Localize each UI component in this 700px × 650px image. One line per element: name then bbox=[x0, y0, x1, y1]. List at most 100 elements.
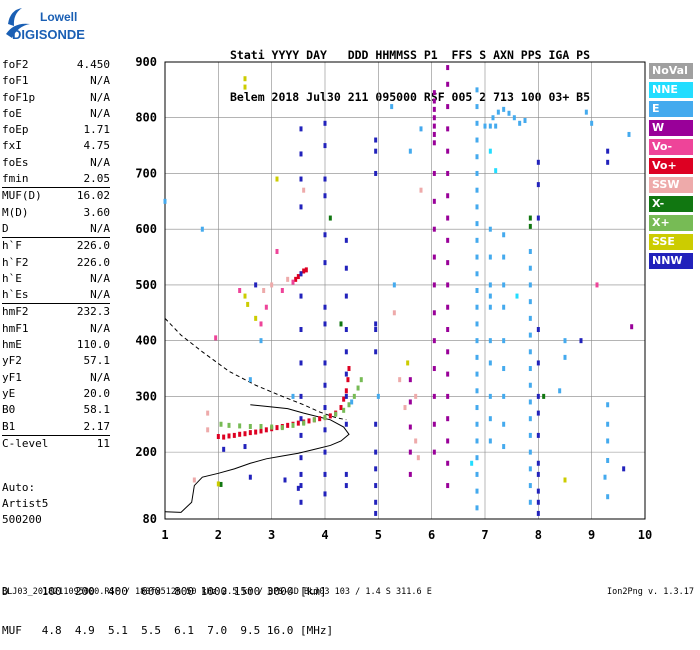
echo-e bbox=[488, 254, 492, 260]
ionogram-chart: 1 2 3 4 5 6 7 8 9 10 80 200 300 400 500 600 700 800 900 bbox=[135, 55, 652, 542]
echo-w bbox=[446, 215, 450, 221]
muf-frequency-row: MUF 4.8 4.9 5.1 5.5 6.1 7.0 9.5 16.0 [MH… bbox=[2, 624, 334, 637]
echo-nnw bbox=[299, 126, 303, 132]
echo-ssw bbox=[206, 410, 210, 416]
echo-e bbox=[390, 104, 394, 110]
echo-e bbox=[475, 271, 479, 277]
echo-nnw bbox=[323, 260, 327, 266]
param-row-foe: foE N/A bbox=[2, 106, 110, 122]
legend-item-x-: X- bbox=[649, 196, 693, 212]
param-value: N/A bbox=[90, 288, 110, 302]
echo-w bbox=[446, 393, 450, 399]
param-key: hmE bbox=[2, 338, 22, 352]
echo-vo- bbox=[214, 335, 218, 341]
echo-nnw bbox=[299, 483, 303, 489]
echo-nnw bbox=[323, 176, 327, 182]
echo-w bbox=[446, 193, 450, 199]
echo-e bbox=[502, 393, 506, 399]
echo-nnw bbox=[536, 215, 540, 221]
echo-e bbox=[502, 106, 506, 112]
auto-label: Auto: bbox=[2, 481, 36, 494]
echo-e bbox=[528, 382, 532, 388]
param-row-hmf1: hmF1 N/A bbox=[2, 321, 110, 337]
param-row-ye: yE 20.0 bbox=[2, 386, 110, 402]
param-value: N/A bbox=[90, 321, 110, 335]
param-row-c-level: C-level 11 bbox=[2, 436, 110, 452]
param-key: fmin bbox=[2, 172, 29, 186]
param-value: N/A bbox=[90, 221, 110, 235]
echo-vo- bbox=[280, 288, 284, 293]
param-row-yf1: yF1 N/A bbox=[2, 370, 110, 386]
echo-x- bbox=[302, 420, 306, 426]
x-tick-label: 6 bbox=[428, 528, 435, 542]
echo-x- bbox=[238, 423, 242, 429]
echo-nnw bbox=[374, 148, 378, 154]
echo-nnw bbox=[323, 427, 327, 433]
echo-sse bbox=[254, 315, 258, 321]
echo-e bbox=[502, 444, 506, 450]
echo-w bbox=[446, 304, 450, 310]
echo-nnw bbox=[296, 485, 300, 491]
param-separator bbox=[2, 237, 110, 239]
param-key: C-level bbox=[2, 436, 49, 450]
echo-e bbox=[483, 123, 487, 129]
echo-w bbox=[432, 123, 436, 129]
header-row-labels: Stati YYYY DAY DDD HHMMSS P1 FFS S AXN P… bbox=[230, 48, 591, 62]
echo-x- bbox=[219, 481, 223, 487]
echo-nnw bbox=[374, 321, 378, 327]
echo-w bbox=[630, 324, 634, 330]
echo-e bbox=[528, 483, 532, 489]
x-tick-label: 7 bbox=[481, 528, 488, 542]
param-row-d: D N/A bbox=[2, 221, 110, 237]
echo-w bbox=[446, 416, 450, 422]
echo-vo- bbox=[275, 248, 279, 254]
echo-sse bbox=[243, 293, 247, 299]
auto-software: Artist5 bbox=[2, 497, 49, 510]
param-key: h`E bbox=[2, 271, 22, 285]
echo-ssw bbox=[414, 393, 418, 399]
echo-ssw bbox=[270, 282, 274, 288]
echo-nnw bbox=[248, 474, 252, 480]
echo-e bbox=[606, 421, 610, 427]
echo-vo- bbox=[328, 413, 332, 419]
echo-nnw bbox=[323, 120, 327, 126]
echo-nnw bbox=[344, 471, 348, 477]
echo-e bbox=[475, 87, 479, 93]
echo-nnw bbox=[536, 360, 540, 366]
echo-e bbox=[518, 120, 522, 126]
echo-w bbox=[446, 349, 450, 355]
echo-vo- bbox=[294, 276, 298, 282]
param-row-fmin: fmin 2.05 bbox=[2, 171, 110, 187]
echo-nnw bbox=[536, 159, 540, 165]
echo-w bbox=[432, 140, 436, 146]
param-row-muf-d-: MUF(D) 16.02 bbox=[2, 188, 110, 204]
echo-nnw bbox=[299, 432, 303, 438]
echo-vo- bbox=[264, 304, 268, 310]
echo-e bbox=[528, 282, 532, 288]
echo-e bbox=[475, 304, 479, 310]
x-tick-label: 2 bbox=[215, 528, 222, 542]
echo-e bbox=[496, 109, 500, 115]
echo-vo- bbox=[286, 422, 290, 428]
echo-e bbox=[528, 399, 532, 405]
echo-e bbox=[507, 110, 511, 116]
param-key: foEp bbox=[2, 123, 29, 137]
echo-e bbox=[475, 104, 479, 110]
x-tick-label: 8 bbox=[535, 528, 542, 542]
param-value: 57.1 bbox=[83, 354, 111, 368]
param-key: hmF1 bbox=[2, 321, 29, 335]
echo-vo- bbox=[595, 282, 599, 288]
echo-nnw bbox=[374, 327, 378, 333]
param-separator bbox=[2, 187, 110, 189]
echo-e bbox=[584, 109, 588, 115]
echo-e bbox=[475, 288, 479, 293]
echo-x- bbox=[352, 393, 356, 399]
echo-e bbox=[502, 338, 506, 344]
echo-w bbox=[446, 483, 450, 489]
echo-w bbox=[432, 254, 436, 260]
echo-w bbox=[446, 237, 450, 243]
echo-e bbox=[475, 137, 479, 143]
echo-w bbox=[446, 148, 450, 154]
logo-line2: DIGISONDE bbox=[12, 27, 85, 42]
param-value: N/A bbox=[90, 74, 110, 88]
